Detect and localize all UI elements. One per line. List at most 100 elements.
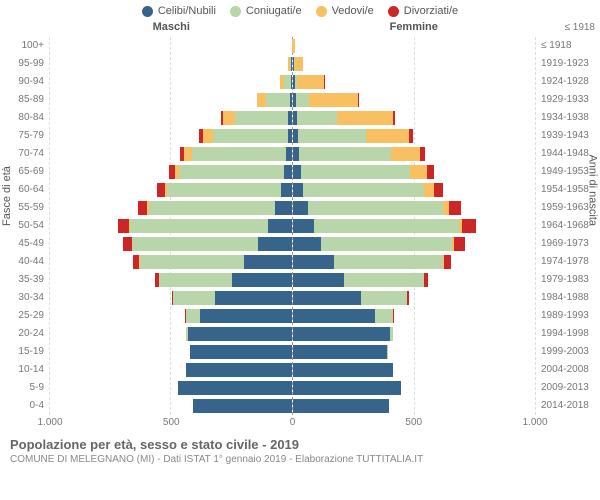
bar-row bbox=[50, 37, 292, 55]
bar-segment-celibi bbox=[290, 93, 292, 107]
bar-segment-divorziati bbox=[407, 291, 409, 305]
bar-segment-divorziati bbox=[118, 219, 129, 233]
bar-segment-vedovi bbox=[223, 111, 235, 125]
age-band-label: 80-84 bbox=[5, 109, 50, 127]
birth-year-label: 1924-1928 bbox=[535, 73, 595, 91]
bar-row bbox=[50, 91, 292, 109]
bar-segment-divorziati bbox=[138, 201, 148, 215]
bar-row bbox=[50, 127, 292, 145]
bar-segment-vedovi bbox=[337, 111, 393, 125]
y-right-title: Anni di nascita bbox=[587, 154, 599, 226]
legend-label: Divorziati/e bbox=[404, 5, 458, 17]
bar-segment-coniugati bbox=[297, 111, 337, 125]
bar-row bbox=[50, 55, 292, 73]
legend-dot bbox=[142, 6, 153, 17]
bars-area bbox=[50, 37, 535, 415]
bar-segment-celibi bbox=[286, 147, 292, 161]
x-tick-label: 500 bbox=[163, 417, 180, 428]
bar-segment-vedovi bbox=[295, 57, 303, 71]
bar-row bbox=[293, 379, 535, 397]
bar-row bbox=[50, 253, 292, 271]
bar-segment-celibi bbox=[193, 399, 292, 413]
bar-segment-celibi bbox=[190, 345, 292, 359]
bar-segment-coniugati bbox=[284, 75, 291, 89]
age-band-label: 20-24 bbox=[5, 325, 50, 343]
bar-segment-celibi bbox=[244, 255, 292, 269]
bar-segment-celibi bbox=[215, 291, 292, 305]
birth-year-label: 2014-2018 bbox=[535, 397, 595, 415]
bar-row bbox=[293, 397, 535, 415]
bar-segment-divorziati bbox=[424, 273, 428, 287]
bar-segment-celibi bbox=[288, 129, 292, 143]
bar-segment-coniugati bbox=[266, 93, 290, 107]
bar-row bbox=[293, 289, 535, 307]
bar-row bbox=[50, 307, 292, 325]
bar-row bbox=[50, 271, 292, 289]
x-tick-label: 1.000 bbox=[522, 417, 547, 428]
bar-segment-celibi bbox=[186, 363, 292, 377]
bar-segment-divorziati bbox=[393, 309, 394, 323]
bar-row bbox=[293, 163, 535, 181]
birth-year-label: 1989-1993 bbox=[535, 307, 595, 325]
legend-label: Celibi/Nubili bbox=[158, 5, 216, 17]
bar-row bbox=[293, 217, 535, 235]
birth-year-label: 1969-1973 bbox=[535, 235, 595, 253]
bar-segment-celibi bbox=[293, 363, 393, 377]
legend-label: Vedovi/e bbox=[332, 5, 374, 17]
bar-row bbox=[293, 109, 535, 127]
bar-segment-divorziati bbox=[123, 237, 131, 251]
legend-item: Coniugati/e bbox=[230, 5, 302, 17]
age-band-label: 35-39 bbox=[5, 271, 50, 289]
age-band-label: 15-19 bbox=[5, 343, 50, 361]
legend: Celibi/Nubili Coniugati/e Vedovi/e Divorzia… bbox=[5, 5, 595, 17]
x-tick-label: 1.000 bbox=[37, 417, 62, 428]
bar-segment-vedovi bbox=[391, 147, 420, 161]
birth-year-label: 1999-2003 bbox=[535, 343, 595, 361]
bar-row bbox=[50, 397, 292, 415]
birth-year-label: 2009-2013 bbox=[535, 379, 595, 397]
bar-row bbox=[50, 325, 292, 343]
bar-segment-divorziati bbox=[454, 237, 465, 251]
birth-year-label: 2004-2008 bbox=[535, 361, 595, 379]
bar-row bbox=[50, 181, 292, 199]
bar-segment-vedovi bbox=[424, 183, 434, 197]
bar-row bbox=[293, 253, 535, 271]
bar-row bbox=[293, 55, 535, 73]
bar-segment-celibi bbox=[291, 75, 292, 89]
bar-segment-coniugati bbox=[186, 309, 201, 323]
bar-segment-coniugati bbox=[298, 129, 366, 143]
birth-year-label: 1934-1938 bbox=[535, 109, 595, 127]
bar-segment-celibi bbox=[293, 291, 361, 305]
bar-segment-divorziati bbox=[420, 147, 425, 161]
birth-year-label: 1939-1943 bbox=[535, 127, 595, 145]
age-band-label: 5-9 bbox=[5, 379, 50, 397]
birth-year-label: 1929-1933 bbox=[535, 91, 595, 109]
legend-item: Vedovi/e bbox=[316, 5, 374, 17]
bar-row bbox=[50, 289, 292, 307]
bar-row bbox=[293, 181, 535, 199]
footer: Popolazione per età, sesso e stato civil… bbox=[5, 437, 595, 465]
bar-segment-celibi bbox=[293, 327, 390, 341]
bar-segment-divorziati bbox=[434, 183, 443, 197]
bar-segment-celibi bbox=[293, 345, 387, 359]
bar-segment-celibi bbox=[293, 273, 344, 287]
bar-segment-celibi bbox=[293, 237, 321, 251]
legend-dot bbox=[388, 6, 399, 17]
y-axis-left: 100+95-9990-9485-8980-8475-7970-7465-696… bbox=[5, 37, 50, 415]
bar-row bbox=[293, 37, 535, 55]
bar-segment-vedovi bbox=[410, 165, 427, 179]
bar-row bbox=[293, 271, 535, 289]
bar-row bbox=[293, 235, 535, 253]
age-band-label: 40-44 bbox=[5, 253, 50, 271]
bar-segment-coniugati bbox=[192, 147, 286, 161]
bar-segment-vedovi bbox=[366, 129, 410, 143]
birth-year-label: 1994-1998 bbox=[535, 325, 595, 343]
birth-year-label: 1984-1988 bbox=[535, 289, 595, 307]
header-femmine: Femmine bbox=[293, 21, 536, 35]
y-left-title: Fasce di età bbox=[1, 166, 13, 226]
bar-row bbox=[293, 307, 535, 325]
bar-row bbox=[50, 73, 292, 91]
bars-maschi bbox=[50, 37, 293, 415]
bar-row bbox=[293, 199, 535, 217]
bar-row bbox=[50, 109, 292, 127]
